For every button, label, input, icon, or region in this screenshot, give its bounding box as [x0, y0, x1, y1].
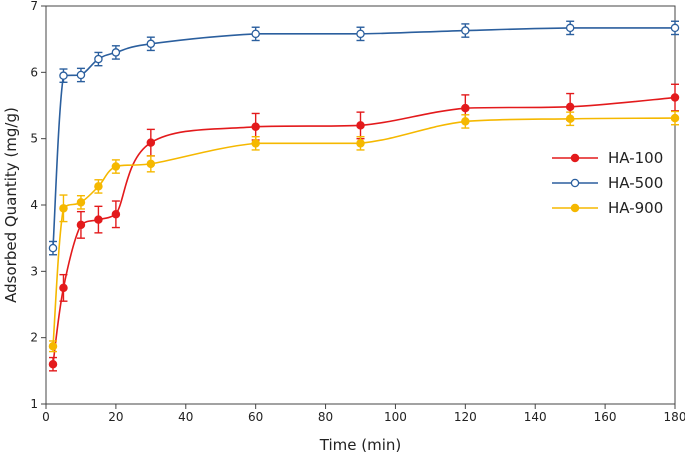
legend-label: HA-500: [608, 174, 663, 192]
x-tick-label: 0: [42, 410, 50, 424]
x-tick-label: 80: [318, 410, 333, 424]
data-point: [59, 204, 68, 213]
x-tick-label: 140: [524, 410, 547, 424]
series-layer: [48, 20, 680, 372]
legend-item-ha-100: HA-100: [552, 149, 663, 167]
y-tick-label: 2: [30, 331, 38, 345]
y-tick-label: 4: [30, 198, 38, 212]
x-axis-title: Time (min): [319, 436, 401, 454]
data-point: [94, 54, 103, 64]
y-axis-title: Adsorbed Quantity (mg/g): [2, 107, 20, 303]
data-point: [48, 359, 58, 369]
data-point: [251, 29, 260, 39]
series-line: [52, 27, 675, 249]
data-point: [356, 121, 365, 130]
data-point: [48, 243, 58, 253]
data-point: [356, 139, 365, 148]
series-line: [52, 117, 676, 347]
data-point: [565, 102, 575, 112]
data-point: [146, 39, 156, 49]
legend-label: HA-900: [608, 199, 663, 217]
legend-item-ha-900: HA-900: [552, 199, 663, 217]
data-point: [59, 71, 68, 80]
series-ha-900: [48, 110, 680, 353]
y-tick-label: 3: [30, 264, 38, 278]
legend-label: HA-100: [608, 149, 663, 167]
data-point: [251, 139, 260, 148]
data-point: [565, 23, 575, 33]
axes: 0 20 40 60 80 100 120 140 160 180 1 2 3 4 5 6 7: [30, 0, 685, 424]
data-point: [94, 215, 103, 224]
x-tick-label: 60: [248, 410, 263, 424]
data-point: [59, 283, 68, 293]
plot-frame: [45, 5, 676, 405]
data-point: [76, 220, 86, 230]
x-tick-label: 40: [178, 410, 193, 424]
legend-marker: [570, 153, 580, 163]
legend-marker: [570, 203, 580, 213]
series-ha-100: [48, 83, 680, 372]
x-tick-label: 20: [108, 410, 123, 424]
data-point: [461, 117, 470, 126]
x-tick-label: 120: [454, 410, 477, 424]
x-tick-label: 180: [664, 410, 685, 424]
y-tick-label: 7: [30, 0, 38, 13]
x-tick-label: 160: [594, 410, 617, 424]
data-point: [111, 48, 121, 57]
data-point: [146, 138, 156, 147]
data-point: [251, 122, 260, 131]
x-tick-label: 100: [384, 410, 407, 424]
series-line: [52, 96, 676, 365]
data-point: [111, 162, 121, 171]
data-point: [461, 103, 470, 113]
legend-marker: [570, 178, 580, 188]
data-point: [461, 26, 470, 35]
data-point: [356, 29, 365, 39]
data-point: [76, 198, 86, 207]
legend-item-ha-500: HA-500: [552, 174, 663, 192]
data-point: [111, 210, 121, 219]
data-point: [146, 159, 156, 169]
y-tick-label: 6: [30, 65, 38, 79]
y-tick-label: 1: [30, 397, 38, 411]
data-point: [48, 342, 58, 351]
data-point: [565, 114, 575, 124]
data-point: [76, 70, 86, 80]
data-point: [670, 113, 680, 123]
data-point: [94, 182, 103, 191]
legend: HA-100 HA-500 HA-900: [552, 149, 663, 217]
data-point: [670, 93, 680, 102]
series-ha-500: [48, 20, 680, 256]
y-tick-label: 5: [30, 132, 38, 146]
data-point: [670, 23, 680, 33]
